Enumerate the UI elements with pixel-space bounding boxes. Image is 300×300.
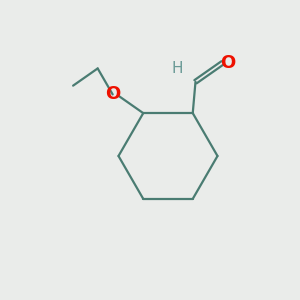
Text: O: O bbox=[105, 85, 120, 103]
Text: H: H bbox=[171, 61, 183, 76]
Text: O: O bbox=[220, 54, 236, 72]
